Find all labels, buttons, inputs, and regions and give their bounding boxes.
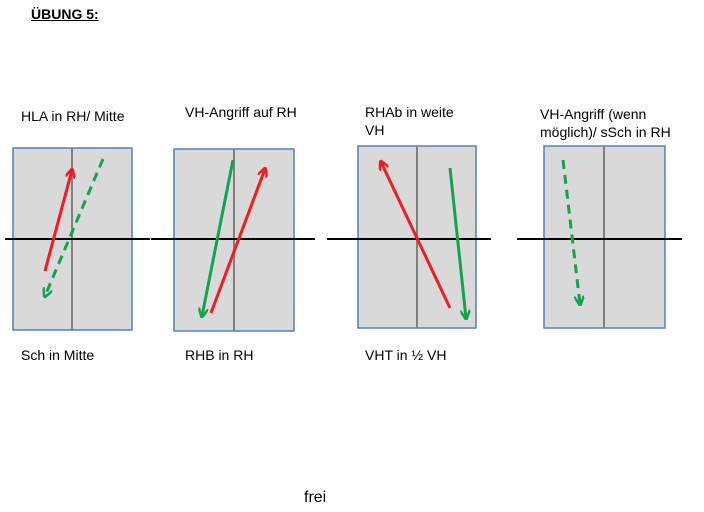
diagram-3 xyxy=(327,145,491,329)
footer-text: frei xyxy=(304,489,327,506)
diagram-2 xyxy=(151,148,315,332)
red-arrow-3 xyxy=(381,162,452,309)
red-arrow-2 xyxy=(209,169,265,314)
green-arrow-3 xyxy=(448,167,466,318)
diagram-1-top-label: HLA in RH/ Mitte xyxy=(21,108,125,124)
diagram-1-bottom-label: Sch in Mitte xyxy=(21,347,95,363)
diagram-3-bottom-label: VHT in ½ VH xyxy=(365,347,447,363)
diagram-1 xyxy=(5,147,150,331)
diagram-2-bottom-label: RHB in RH xyxy=(185,347,254,363)
green-dashed-arrow-1 xyxy=(45,158,105,296)
red-arrow-1 xyxy=(43,170,72,272)
diagram-2-top-label: VH-Angriff auf RH xyxy=(185,104,297,120)
diagram-4 xyxy=(517,145,682,329)
diagram-4-top-label: VH-Angriff (wenn möglich)/ sSch in RH xyxy=(540,106,671,140)
diagram-3-top-label: RHAb in weite VH xyxy=(365,104,454,138)
green-arrow-2 xyxy=(202,159,235,316)
exercise-title: ÜBUNG 5: xyxy=(31,6,99,22)
green-dashed-arrow-4 xyxy=(561,159,580,304)
